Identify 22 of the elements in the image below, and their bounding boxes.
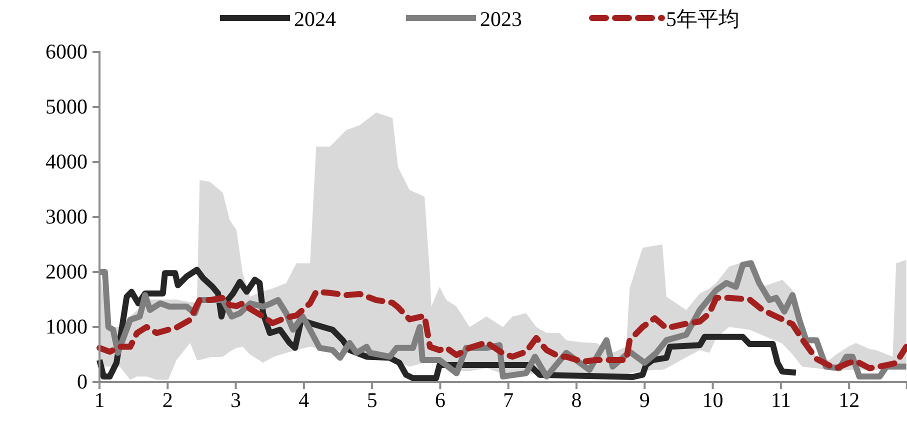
- x-tick-label: 11: [770, 388, 792, 412]
- y-tick-label: 2000: [46, 260, 88, 284]
- x-tick-label: 7: [503, 388, 514, 412]
- y-tick-label: 4000: [46, 150, 88, 174]
- y-tick-label: 1000: [46, 314, 88, 339]
- y-tick-label: 3000: [46, 204, 88, 229]
- x-tick-label: 9: [639, 388, 650, 412]
- x-tick-label: 6: [434, 388, 446, 412]
- x-tick-label: 3: [230, 388, 242, 412]
- x-tick-label: 4: [298, 388, 310, 412]
- y-tick-label: 5000: [46, 94, 88, 119]
- x-tick-label: 10: [702, 388, 724, 412]
- legend-label: 2024: [294, 7, 336, 31]
- x-tick-label: 5: [366, 388, 378, 412]
- y-tick-label: 0: [77, 370, 88, 394]
- y-tick-label: 6000: [46, 40, 88, 64]
- x-tick-label: 12: [838, 388, 860, 412]
- legend-label: 5年平均: [666, 7, 740, 31]
- x-tick-label: 8: [571, 388, 582, 412]
- x-tick-label: 1: [94, 388, 105, 412]
- x-tick-label: 2: [162, 388, 173, 412]
- legend-label: 2023: [480, 7, 522, 31]
